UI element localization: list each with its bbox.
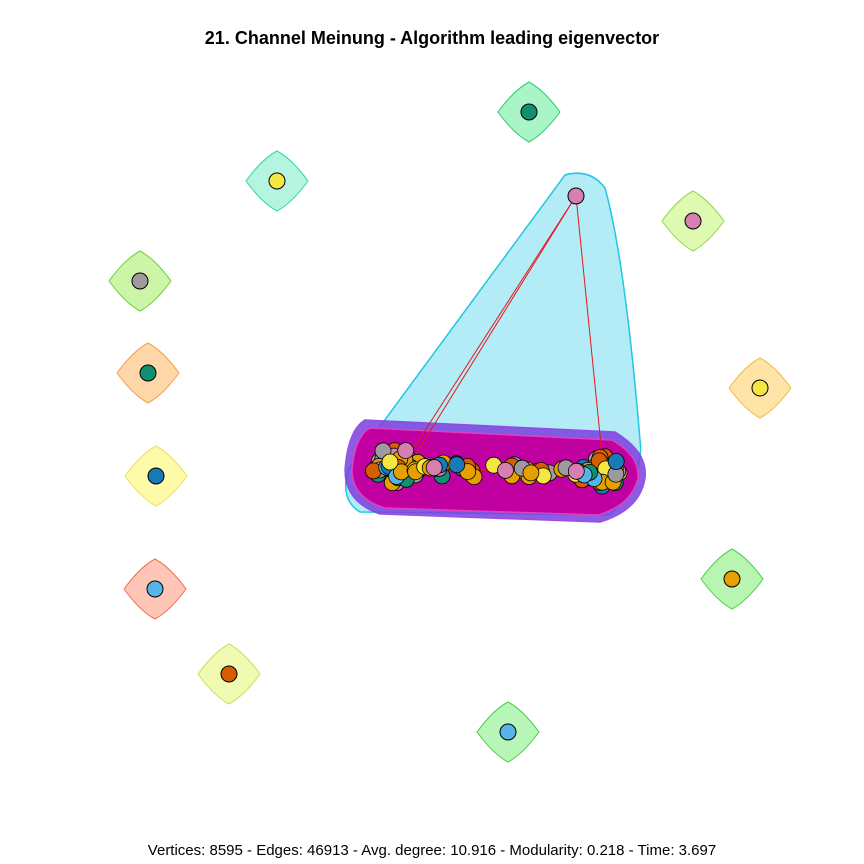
vertex-node (607, 453, 625, 470)
isolated-community (245, 150, 309, 212)
vertex-node (684, 212, 702, 230)
vertex-node (397, 442, 415, 460)
vertex-node (499, 723, 517, 741)
vertex-node (268, 172, 286, 190)
isolated-community (661, 190, 725, 252)
isolated-community (108, 250, 172, 312)
isolated-community (197, 643, 261, 705)
isolated-communities (108, 81, 792, 763)
apex-node (567, 187, 585, 205)
isolated-community (728, 357, 792, 419)
vertex-node (425, 459, 443, 477)
isolated-community (123, 558, 187, 620)
main-communities (344, 172, 646, 523)
isolated-community (497, 81, 561, 143)
vertex-node (522, 464, 540, 482)
vertex-node (131, 272, 149, 290)
vertex-node (147, 467, 165, 485)
node-cluster (364, 442, 628, 495)
chart-title: 21. Channel Meinung - Algorithm leading … (204, 28, 660, 48)
vertex-node (139, 364, 157, 382)
vertex-node (751, 379, 769, 397)
vertex-node (567, 462, 585, 480)
edge (575, 195, 603, 456)
edge (405, 195, 577, 461)
isolated-community (476, 701, 540, 763)
stats-footer: Vertices: 8595 - Edges: 46913 - Avg. deg… (147, 842, 717, 859)
vertex-node (723, 570, 741, 588)
isolated-community (700, 548, 764, 610)
vertex-node (448, 456, 466, 474)
vertex-node (146, 580, 164, 598)
isolated-community (116, 342, 180, 404)
vertex-node (381, 453, 399, 471)
vertex-node (497, 461, 514, 479)
edge (410, 195, 577, 463)
vertex-node (220, 665, 238, 683)
isolated-community (124, 445, 188, 507)
vertex-node (520, 103, 538, 121)
